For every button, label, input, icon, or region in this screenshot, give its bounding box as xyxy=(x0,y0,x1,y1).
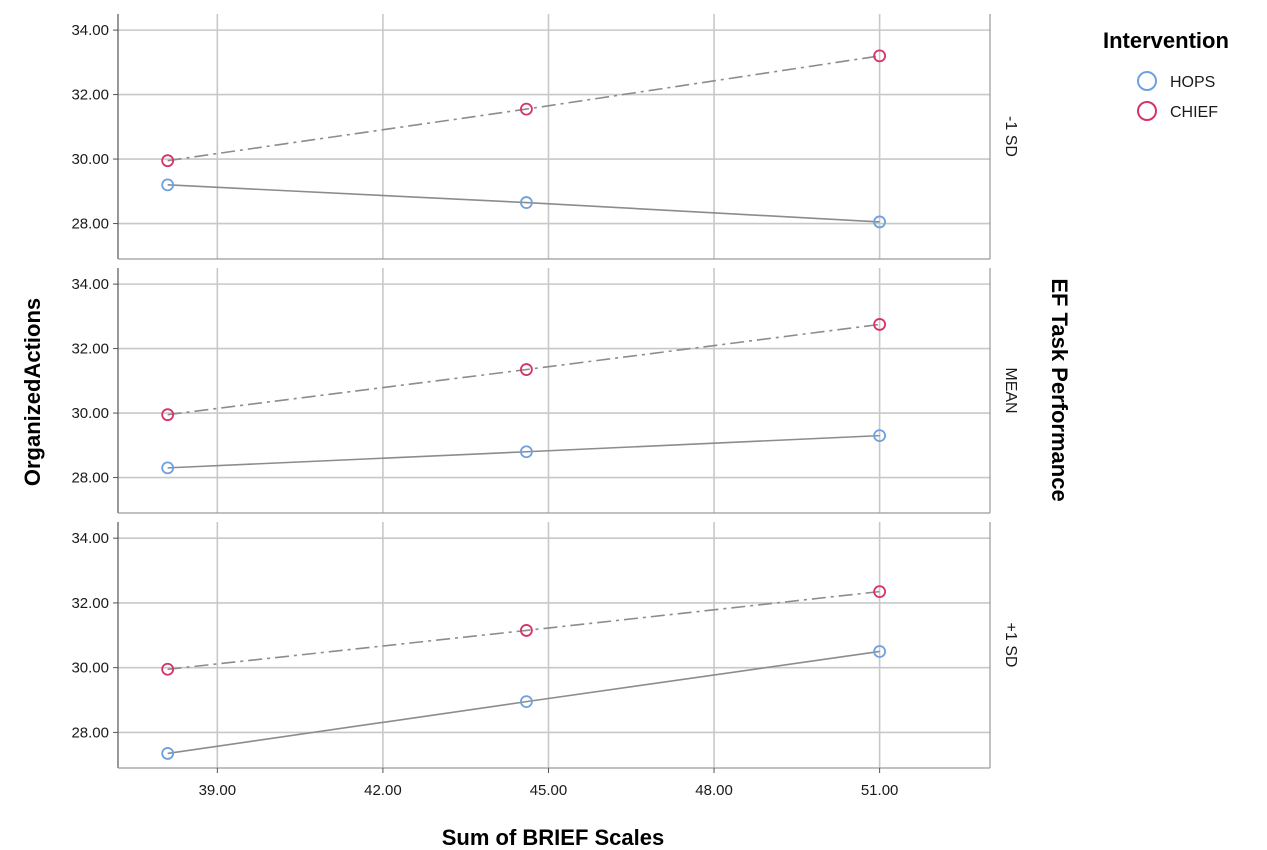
series-line-hops xyxy=(167,650,880,755)
panel-label: MEAN xyxy=(1002,367,1019,413)
legend-label-chief: CHIEF xyxy=(1170,104,1218,121)
y-tick-label: 34.00 xyxy=(71,530,109,547)
data-point-hops xyxy=(873,429,887,443)
panel-label: -1 SD xyxy=(1002,116,1019,157)
data-point-hops xyxy=(873,645,887,658)
y-tick-label: 30.00 xyxy=(71,151,109,168)
data-point-hops xyxy=(161,178,175,192)
panel-label: +1 SD xyxy=(1002,623,1019,668)
panel-0: 28.00 30.00 32.00 34.00 -1 SD xyxy=(71,14,1019,260)
x-axis-title: Sum of BRIEF Scales xyxy=(442,825,665,850)
data-point-hops xyxy=(520,196,533,209)
data-point-hops xyxy=(161,747,175,760)
x-tick-label: 48.00 xyxy=(695,782,733,799)
series-line-chief xyxy=(167,55,880,162)
x-tick-label: 45.00 xyxy=(530,782,568,799)
panel-1: 28.00 30.00 32.00 34.00 MEAN xyxy=(71,268,1019,514)
data-point-chief xyxy=(520,102,533,116)
y-axis-title: OrganizedActions xyxy=(20,298,45,486)
y-tick-label: 34.00 xyxy=(71,276,109,293)
data-point-hops xyxy=(873,215,887,229)
legend-marker-chief xyxy=(1137,101,1157,121)
y-tick-label: 32.00 xyxy=(71,341,109,358)
x-tick-label: 51.00 xyxy=(861,782,899,799)
x-tick-label: 39.00 xyxy=(199,782,237,799)
x-tick-label: 42.00 xyxy=(364,782,402,799)
legend: Intervention HOPS CHIEF xyxy=(1103,28,1229,121)
y-tick-label: 32.00 xyxy=(71,87,109,104)
panel-2: 28.00 30.00 32.00 34.00 +1 SD xyxy=(71,522,1019,769)
legend-title: Intervention xyxy=(1103,28,1229,53)
y-tick-label: 34.00 xyxy=(71,22,109,39)
y-tick-label: 28.00 xyxy=(71,470,109,487)
series-line-hops xyxy=(167,184,880,223)
y-tick-label: 32.00 xyxy=(71,595,109,612)
data-point-chief xyxy=(161,154,175,168)
series-line-chief xyxy=(167,590,880,671)
series-line-hops xyxy=(167,434,880,469)
data-point-chief xyxy=(161,408,175,422)
data-point-hops xyxy=(161,461,175,475)
data-point-hops xyxy=(520,445,533,459)
data-point-hops xyxy=(520,695,533,709)
y-tick-label: 30.00 xyxy=(71,405,109,422)
facet-axis-title: EF Task Performance xyxy=(1047,278,1072,501)
legend-marker-hops xyxy=(1137,71,1157,91)
data-point-chief xyxy=(520,363,533,376)
data-point-chief xyxy=(520,624,533,637)
data-point-chief xyxy=(161,662,175,676)
legend-label-hops: HOPS xyxy=(1170,74,1215,91)
panels-layer: 28.00 30.00 32.00 34.00 -1 SD 28.00 30.00 32.00… xyxy=(71,14,1019,799)
data-point-chief xyxy=(873,318,887,331)
data-point-chief xyxy=(873,49,887,63)
y-tick-label: 30.00 xyxy=(71,660,109,677)
series-line-chief xyxy=(167,323,880,416)
y-tick-label: 28.00 xyxy=(71,724,109,741)
y-tick-label: 28.00 xyxy=(71,216,109,233)
data-point-chief xyxy=(873,585,887,598)
